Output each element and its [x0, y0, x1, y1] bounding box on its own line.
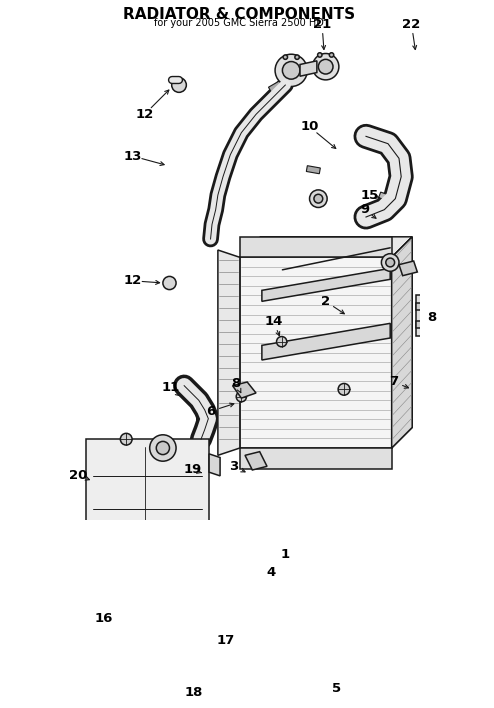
- Bar: [331, 672, 349, 678]
- Circle shape: [313, 54, 339, 80]
- Circle shape: [236, 392, 247, 402]
- Polygon shape: [399, 261, 417, 275]
- Circle shape: [329, 53, 334, 57]
- Text: 16: 16: [94, 612, 113, 625]
- Text: 22: 22: [402, 18, 420, 30]
- Circle shape: [107, 569, 116, 578]
- Text: 12: 12: [124, 274, 142, 287]
- Polygon shape: [392, 236, 412, 448]
- Circle shape: [275, 55, 307, 86]
- Text: 7: 7: [389, 375, 399, 389]
- Text: 19: 19: [183, 464, 202, 476]
- Circle shape: [314, 194, 323, 203]
- Polygon shape: [262, 324, 390, 360]
- Text: 10: 10: [300, 120, 319, 133]
- Text: 17: 17: [216, 634, 234, 646]
- Text: 12: 12: [135, 108, 154, 121]
- Polygon shape: [233, 382, 256, 398]
- Circle shape: [136, 566, 146, 576]
- Polygon shape: [416, 321, 434, 329]
- Polygon shape: [240, 257, 392, 448]
- Circle shape: [327, 633, 354, 659]
- Polygon shape: [300, 61, 317, 76]
- Polygon shape: [416, 303, 434, 310]
- Text: 1: 1: [281, 548, 290, 561]
- Text: 14: 14: [264, 315, 283, 329]
- Circle shape: [318, 53, 322, 57]
- Circle shape: [68, 553, 75, 560]
- Text: 4: 4: [266, 566, 275, 579]
- Circle shape: [318, 59, 333, 74]
- Polygon shape: [240, 236, 412, 257]
- Circle shape: [277, 336, 287, 347]
- Circle shape: [121, 433, 132, 445]
- Circle shape: [434, 311, 445, 321]
- Bar: [370, 139, 385, 149]
- Circle shape: [295, 55, 299, 59]
- Polygon shape: [86, 439, 209, 568]
- Polygon shape: [416, 295, 438, 336]
- Text: 8: 8: [232, 377, 241, 390]
- Circle shape: [68, 527, 75, 535]
- Polygon shape: [262, 268, 390, 302]
- Polygon shape: [60, 523, 86, 538]
- Circle shape: [283, 55, 288, 59]
- Polygon shape: [392, 236, 412, 448]
- Polygon shape: [209, 454, 220, 476]
- Circle shape: [386, 258, 395, 267]
- Text: 18: 18: [184, 685, 203, 699]
- Circle shape: [283, 62, 300, 79]
- Text: for your 2005 GMC Sierra 2500 HD: for your 2005 GMC Sierra 2500 HD: [154, 18, 324, 28]
- Text: 13: 13: [124, 149, 142, 163]
- Circle shape: [163, 276, 176, 290]
- Text: 9: 9: [360, 203, 369, 216]
- Text: 11: 11: [161, 382, 179, 394]
- Circle shape: [172, 78, 186, 92]
- Text: 5: 5: [332, 682, 341, 695]
- Bar: [306, 166, 320, 173]
- Polygon shape: [218, 250, 240, 455]
- Polygon shape: [60, 549, 86, 564]
- Polygon shape: [240, 448, 392, 469]
- Bar: [268, 79, 286, 93]
- Circle shape: [150, 435, 176, 461]
- Text: 8: 8: [427, 311, 437, 324]
- Text: 2: 2: [321, 295, 330, 308]
- Circle shape: [283, 571, 292, 581]
- Text: 21: 21: [313, 18, 331, 30]
- Bar: [379, 192, 394, 202]
- Text: 6: 6: [206, 405, 215, 418]
- Circle shape: [333, 639, 348, 653]
- Circle shape: [310, 190, 327, 207]
- Circle shape: [63, 534, 72, 542]
- Circle shape: [338, 384, 350, 395]
- Text: 15: 15: [361, 188, 379, 202]
- Circle shape: [381, 253, 399, 271]
- Text: 3: 3: [229, 459, 239, 473]
- Polygon shape: [240, 236, 392, 257]
- Text: RADIATOR & COMPONENTS: RADIATOR & COMPONENTS: [123, 6, 355, 21]
- Circle shape: [156, 441, 169, 455]
- Text: 20: 20: [69, 469, 88, 482]
- Polygon shape: [245, 452, 267, 470]
